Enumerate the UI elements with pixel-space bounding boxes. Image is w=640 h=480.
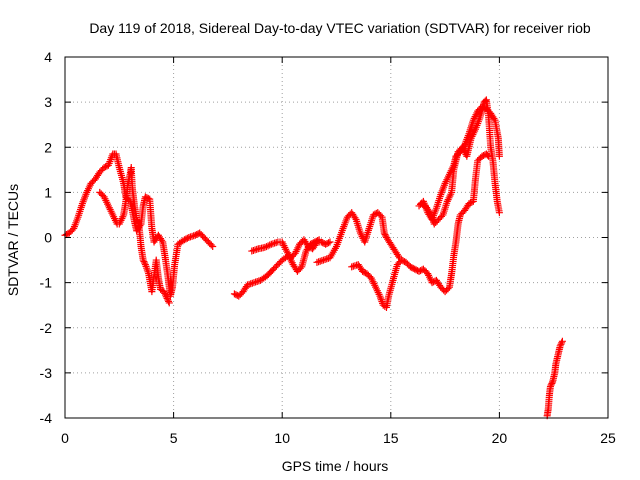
x-tick-label: 25 bbox=[600, 430, 616, 446]
tick-labels: 0 5 10 15 20 25 -4 -3 -2 -1 0 1 2 3 4 bbox=[40, 49, 616, 446]
plot-frame bbox=[64, 56, 609, 419]
data-point bbox=[460, 143, 468, 151]
data-point bbox=[209, 243, 217, 251]
chart-title: Day 119 of 2018, Sidereal Day-to-day VTE… bbox=[89, 20, 591, 36]
data-point bbox=[160, 288, 168, 296]
grid bbox=[65, 57, 608, 418]
data-point bbox=[161, 291, 169, 299]
data-point bbox=[377, 212, 385, 220]
y-axis-label: SDTVAR / TECUs bbox=[5, 184, 21, 296]
data-point bbox=[380, 229, 388, 237]
data-point bbox=[134, 218, 142, 226]
y-tick-label: -2 bbox=[40, 320, 53, 336]
y-tick-label: 3 bbox=[44, 94, 52, 110]
y-tick-label: -3 bbox=[40, 365, 53, 381]
data-point bbox=[312, 240, 320, 248]
ticks bbox=[64, 56, 609, 419]
x-tick-label: 20 bbox=[492, 430, 508, 446]
data-point bbox=[495, 152, 503, 160]
data-point bbox=[266, 241, 274, 249]
data-point bbox=[381, 230, 389, 238]
data-point bbox=[165, 299, 173, 307]
plot-points bbox=[61, 96, 566, 420]
y-tick-label: 1 bbox=[44, 184, 52, 200]
data-series bbox=[415, 103, 503, 223]
y-tick-label: -4 bbox=[40, 410, 53, 426]
x-tick-label: 5 bbox=[170, 430, 178, 446]
data-series bbox=[96, 164, 173, 307]
data-point bbox=[351, 214, 359, 222]
data-series bbox=[348, 150, 493, 311]
data-point bbox=[325, 239, 333, 247]
x-axis-label: GPS time / hours bbox=[282, 458, 389, 474]
data-series bbox=[313, 209, 403, 266]
y-tick-label: 4 bbox=[44, 49, 52, 65]
data-point bbox=[495, 209, 503, 217]
data-point bbox=[158, 236, 166, 244]
y-tick-label: -1 bbox=[40, 275, 53, 291]
data-point bbox=[394, 252, 402, 260]
y-tick-label: 2 bbox=[44, 139, 52, 155]
data-point bbox=[163, 294, 171, 302]
data-point bbox=[165, 297, 173, 305]
data-point bbox=[485, 152, 493, 160]
data-point bbox=[490, 114, 498, 122]
data-point bbox=[139, 256, 147, 264]
data-point bbox=[547, 381, 555, 389]
data-point bbox=[183, 234, 191, 242]
data-series bbox=[417, 96, 503, 228]
data-point bbox=[557, 340, 565, 348]
data-point bbox=[326, 238, 334, 246]
x-tick-label: 15 bbox=[383, 430, 399, 446]
data-point bbox=[164, 296, 172, 304]
data-series bbox=[543, 337, 566, 420]
data-point bbox=[264, 242, 272, 250]
y-tick-label: 0 bbox=[44, 230, 52, 246]
data-point bbox=[558, 337, 566, 345]
data-point bbox=[556, 342, 564, 350]
data-point bbox=[262, 243, 270, 251]
data-point bbox=[548, 379, 556, 387]
data-point bbox=[141, 259, 149, 267]
x-tick-label: 10 bbox=[274, 430, 290, 446]
data-point bbox=[133, 215, 141, 223]
data-point bbox=[261, 243, 269, 251]
data-point bbox=[140, 258, 148, 266]
x-tick-label: 0 bbox=[61, 430, 69, 446]
data-point bbox=[162, 293, 170, 301]
data-point bbox=[161, 289, 169, 297]
data-point bbox=[558, 339, 566, 347]
data-series bbox=[248, 236, 334, 262]
data-point bbox=[546, 382, 554, 390]
data-point bbox=[207, 241, 215, 249]
data-point bbox=[133, 217, 141, 225]
